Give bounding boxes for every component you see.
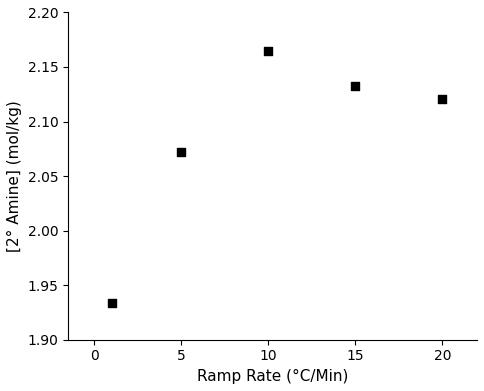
Y-axis label: [2° Amine] (mol/kg): [2° Amine] (mol/kg) [7, 100, 22, 252]
Point [439, 95, 446, 102]
X-axis label: Ramp Rate (°C/Min): Ramp Rate (°C/Min) [197, 369, 348, 384]
Point [108, 300, 116, 306]
Point [177, 149, 185, 155]
Point [264, 47, 272, 54]
Point [351, 83, 359, 89]
